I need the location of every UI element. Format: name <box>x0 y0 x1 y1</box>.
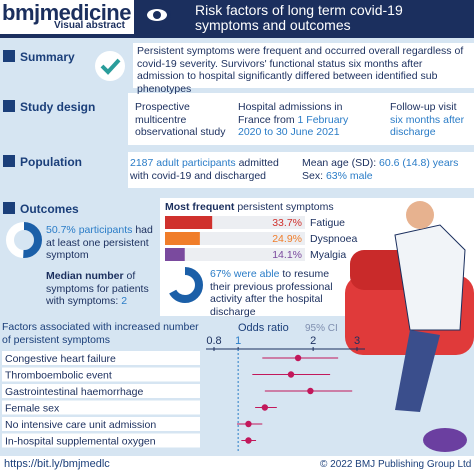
symptoms-title: Most frequent persistent symptoms <box>165 201 345 214</box>
bar-track <box>165 248 305 261</box>
design-admissions: Hospital admissions in France from 1 Feb… <box>238 101 353 139</box>
text: admitted with covid-19 and discharged <box>130 157 279 182</box>
population-stats: Mean age (SD): 60.6 (14.8) years Sex: 63%… <box>302 157 472 182</box>
section-label: Population <box>20 155 82 169</box>
odds-ratio-point <box>294 354 302 362</box>
row-label-box <box>2 417 200 431</box>
resume-text: 67% were able to resume their previous p… <box>210 268 350 318</box>
summary-text: Persistent symptoms were frequent and oc… <box>137 45 464 95</box>
donut-segment <box>6 222 42 258</box>
row-label: Female sex <box>5 403 60 415</box>
donut-segment <box>167 267 203 303</box>
text: persistent symptoms <box>237 201 334 213</box>
highlight: 2 <box>121 295 128 307</box>
bar <box>165 232 200 245</box>
text: Sex: <box>302 169 324 182</box>
row-label: Congestive heart failure <box>5 353 116 365</box>
person <box>406 201 434 229</box>
footer-link[interactable]: https://bit.ly/bmjmedlc <box>4 458 110 470</box>
row-label: Gastrointestinal haemorrhage <box>5 386 143 398</box>
bar <box>165 248 185 261</box>
section-icon <box>3 100 15 112</box>
highlight: 50.7% participants <box>46 224 133 236</box>
brand: bmjmedicine <box>2 0 131 25</box>
odds-ratio-point <box>307 387 314 395</box>
row-label-box <box>2 384 200 398</box>
check-icon <box>95 51 125 81</box>
bar-value-label: 33.7% <box>272 217 302 229</box>
highlight: 60.6 (14.8) years <box>379 157 459 169</box>
check-icon <box>100 58 121 75</box>
text: of symptoms for patients with symptoms: <box>46 270 149 307</box>
bar-value-label: 14.1% <box>272 249 302 261</box>
x-tick-label: 2 <box>310 335 316 347</box>
text: Mean age (SD): <box>302 157 377 169</box>
row-label: No intensive care unit admission <box>5 419 156 431</box>
axis-label: Odds ratio <box>238 322 289 334</box>
text: Most frequent <box>165 201 235 213</box>
design-box <box>128 93 474 145</box>
text: Follow-up visit <box>390 101 457 113</box>
bar-category-label: Fatigue <box>310 217 345 229</box>
x-tick-label: 0.8 <box>206 335 221 347</box>
section-label: Outcomes <box>20 202 79 216</box>
odds-ratio-point <box>261 404 269 411</box>
highlight: 67% were able <box>210 268 280 280</box>
eye-icon <box>153 11 161 19</box>
design-type: Prospective multicentre observational st… <box>135 101 226 138</box>
brand-subtitle: Visual abstract <box>54 20 125 31</box>
highlight: 1 February 2020 to 30 June 2021 <box>238 113 349 139</box>
bar <box>165 216 213 229</box>
bar-value-label: 24.9% <box>272 233 302 245</box>
section-icon <box>3 155 15 167</box>
odds-ratio-point <box>245 420 252 428</box>
row-label: Thromboembolic event <box>5 370 112 382</box>
text: Hospital admissions in France from <box>238 101 343 126</box>
odds-ratio-point <box>245 437 252 444</box>
design-followup: Follow-up visit six months after dischar… <box>390 101 470 139</box>
odds-ratio-point <box>287 371 295 378</box>
median-text: Median number of symptoms for patients w… <box>46 270 158 308</box>
bar-category-label: Dyspnoea <box>310 233 357 245</box>
section-icon <box>3 202 15 214</box>
ci-label: 95% CI <box>305 323 338 334</box>
bar-track <box>165 232 305 245</box>
slipper <box>423 428 467 452</box>
footer-band <box>0 456 474 474</box>
x-tick-label: 1 <box>235 335 241 347</box>
person <box>395 330 440 412</box>
highlight: six months after discharge <box>390 113 465 139</box>
highlight: 63% male <box>325 169 373 182</box>
text: had at least one persistent symptom <box>46 224 153 261</box>
section-icon <box>3 50 15 62</box>
persistent-text: 50.7% participants had at least one pers… <box>46 224 156 262</box>
row-label: In-hospital supplemental oxygen <box>5 436 156 448</box>
logo-box <box>0 0 134 34</box>
text: to resume their previous professional ac… <box>210 268 333 318</box>
section-label: Summary <box>20 50 75 64</box>
row-label-box <box>2 433 200 448</box>
highlight: 2187 adult participants <box>130 157 236 169</box>
person <box>394 224 466 331</box>
population-text: 2187 adult participants admitted with co… <box>130 157 300 182</box>
forest-title: Factors associated with increased number… <box>2 321 199 346</box>
population-box <box>128 152 474 188</box>
summary-box <box>133 43 474 88</box>
title: Risk factors of long term covid-19 sympt… <box>195 2 403 33</box>
text: Median number <box>46 270 124 282</box>
x-tick-label: 3 <box>354 335 360 347</box>
copyright: © 2022 BMJ Publishing Group Ltd <box>320 459 472 470</box>
bar-category-label: Myalgia <box>310 249 346 261</box>
row-label-box <box>2 367 200 382</box>
row-label-box <box>2 400 200 415</box>
section-label: Study design <box>20 100 96 114</box>
row-label-box <box>2 351 200 365</box>
